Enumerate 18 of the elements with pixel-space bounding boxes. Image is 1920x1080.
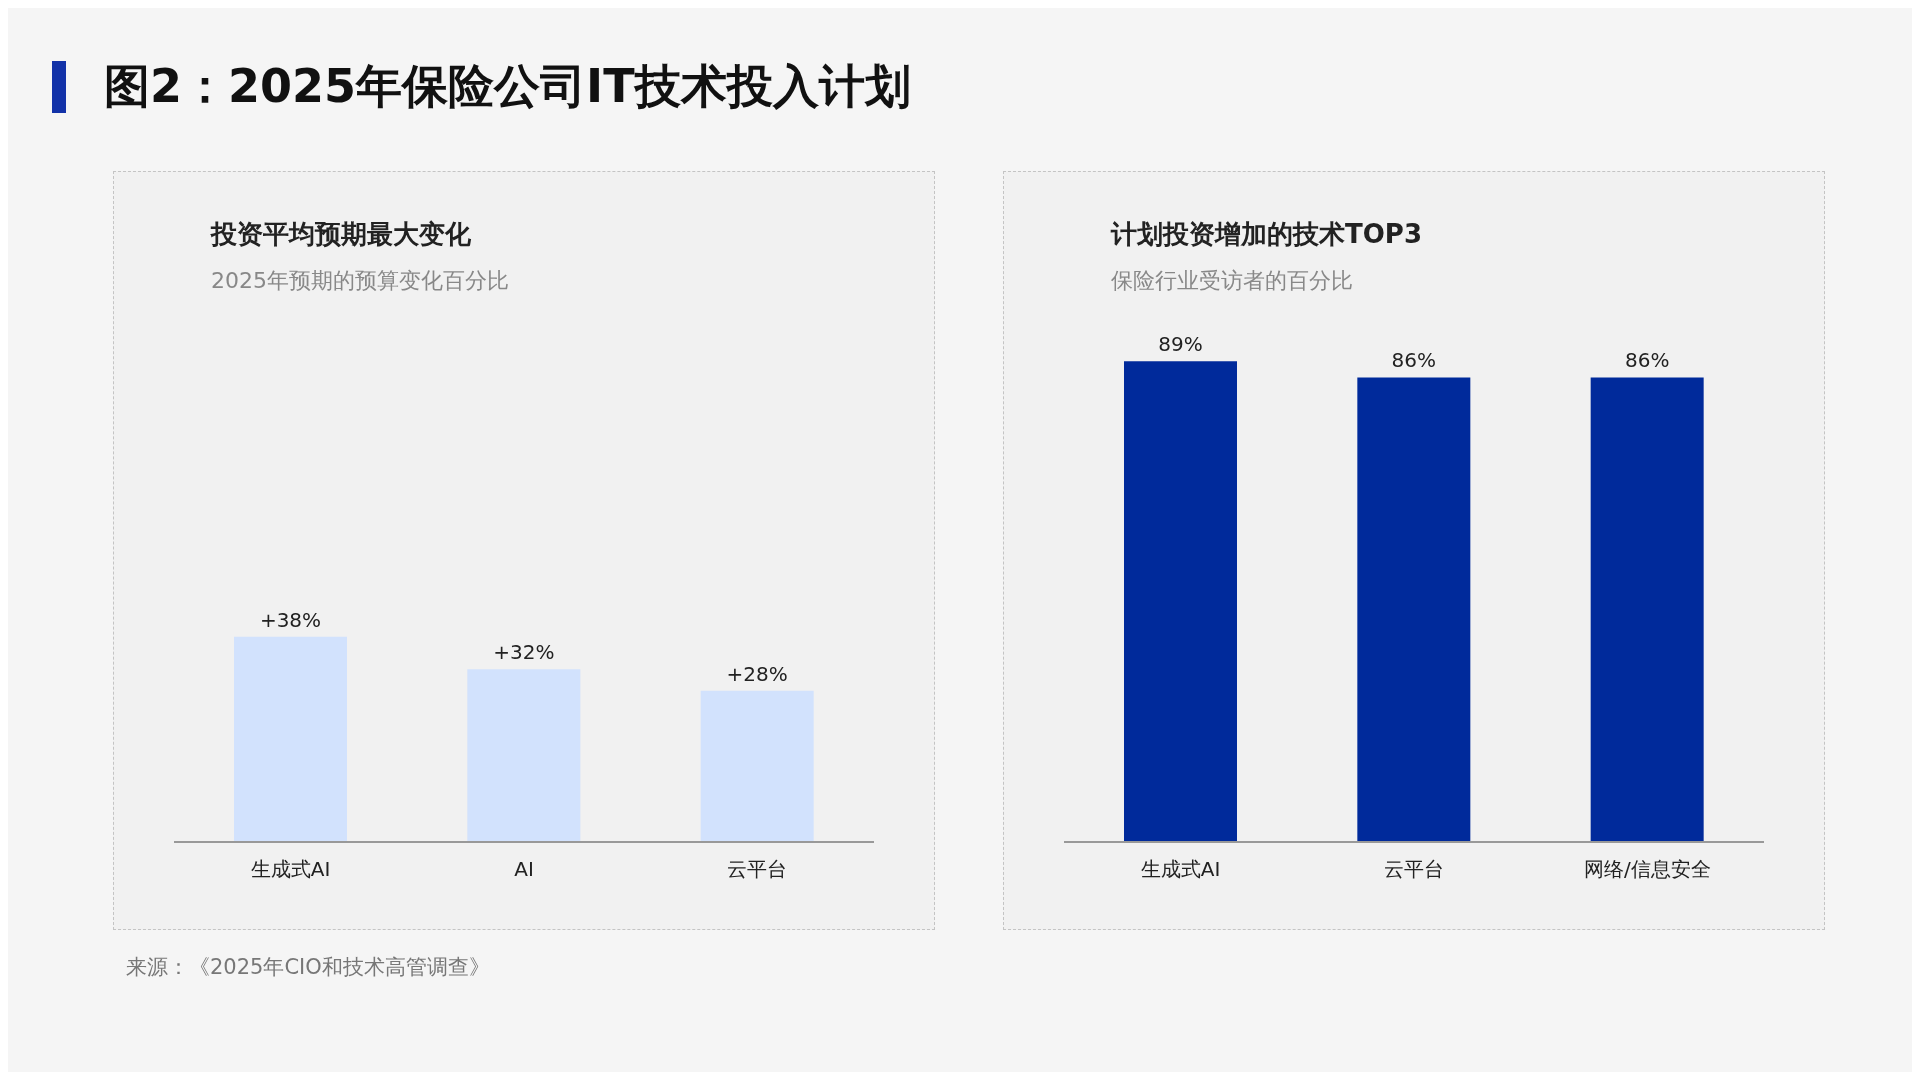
chart-title: 投资平均预期最大变化 — [211, 218, 471, 251]
data-label: +38% — [259, 607, 322, 632]
data-label: 86% — [1624, 348, 1670, 373]
x-tick-label: 网络/信息安全 — [1583, 857, 1711, 882]
chart-title: 计划投资增加的技术TOP3 — [1111, 218, 1422, 251]
source-note: 来源：《2025年CIO和技术高管调查》 — [126, 954, 490, 981]
chart-subtitle: 2025年预期的预算变化百分比 — [211, 267, 509, 295]
x-tick-label: 云平台 — [727, 857, 788, 882]
x-tick-label: 云平台 — [1384, 857, 1444, 882]
chart-subtitle: 保险行业受访者的百分比 — [1111, 267, 1353, 295]
text: 图2：2025年保险公司IT技术投入计划 — [104, 58, 911, 115]
data-label: +28% — [726, 661, 788, 686]
x-tick-label: 生成式AI — [250, 857, 331, 882]
x-tick-label: 生成式AI — [1140, 857, 1221, 882]
data-label: +32% — [493, 640, 555, 665]
data-label: 89% — [1158, 332, 1203, 357]
data-label: 86% — [1391, 348, 1437, 373]
x-tick-label: AI — [514, 857, 534, 882]
